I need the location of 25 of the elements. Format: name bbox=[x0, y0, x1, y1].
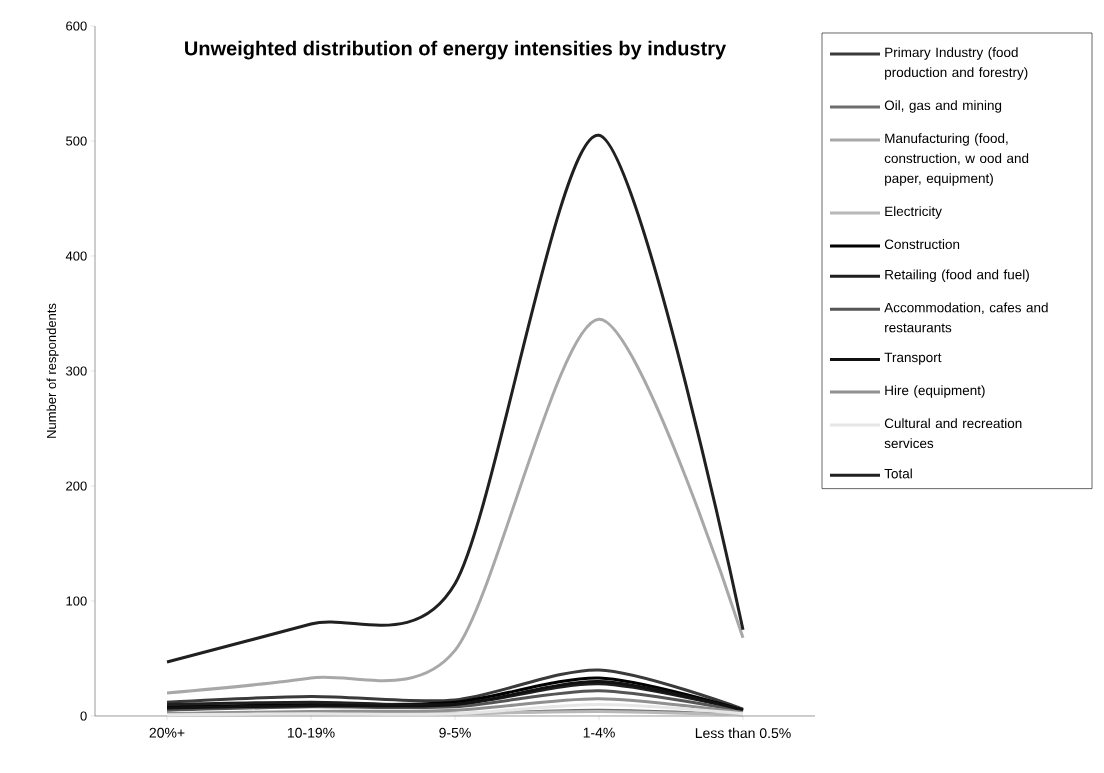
x-tick-label: 9-5% bbox=[439, 727, 471, 738]
legend-label: Transport bbox=[884, 352, 942, 365]
y-tick-label: 300 bbox=[66, 366, 87, 376]
legend-label: Oil, gas and mining bbox=[884, 100, 1002, 113]
legend-label: Cultural and recreation services bbox=[884, 418, 1022, 449]
y-tick-label: 100 bbox=[66, 596, 87, 606]
x-tick-label: 1-4% bbox=[583, 727, 615, 738]
legend-label: Accommodation, cafes and restaurants bbox=[884, 302, 1048, 333]
legend-label: Manufacturing (food, construction, w ood and paper, equipment) bbox=[884, 133, 1029, 186]
text: Unweighted distribution of energy intensities by industry bbox=[185, 40, 727, 60]
legend-label: Hire (equipment) bbox=[885, 385, 985, 398]
y-tick-label: 500 bbox=[66, 136, 87, 146]
legend-label: Total bbox=[884, 468, 912, 479]
x-tick-label: 10-19% bbox=[287, 727, 335, 738]
y-axis-title: Number of respondents bbox=[46, 303, 59, 438]
y-tick-label: 400 bbox=[65, 251, 87, 261]
y-tick-label: 600 bbox=[66, 21, 87, 31]
legend-label: Electricity bbox=[885, 206, 942, 219]
y-tick-label: 0 bbox=[80, 711, 87, 721]
x-tick-label: 20%+ bbox=[149, 727, 185, 738]
x-tick-label: Less than 0.5% bbox=[695, 727, 791, 739]
legend-label: Primary Industry (food production and forestry) bbox=[885, 47, 1028, 80]
y-tick-label: 200 bbox=[66, 481, 87, 491]
legend-label: Construction bbox=[884, 239, 960, 250]
legend-label: Retailing (food and fuel) bbox=[885, 269, 1029, 283]
